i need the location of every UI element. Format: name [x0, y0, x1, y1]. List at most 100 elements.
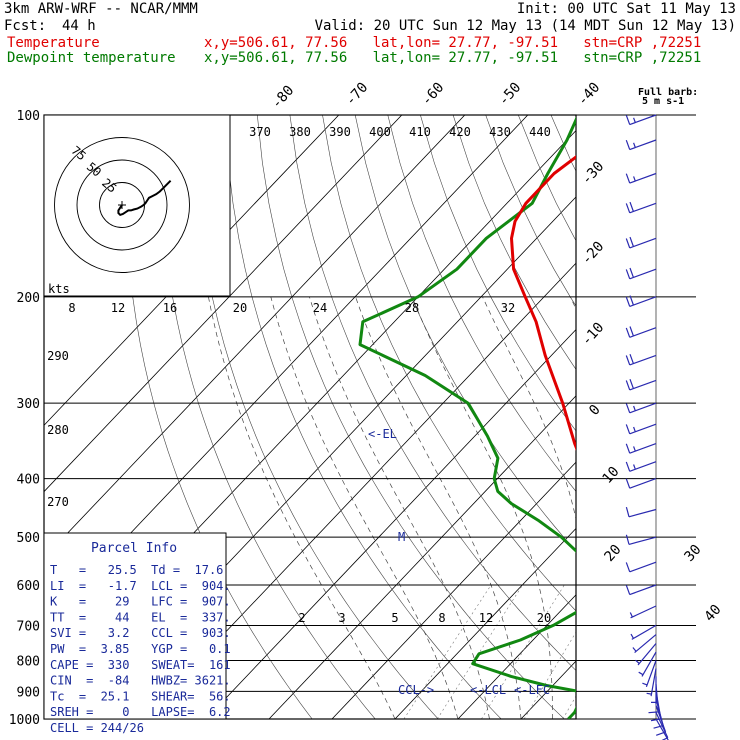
hodograph-trace [117, 179, 172, 217]
barb-legend-units: 5 m s-1 [642, 96, 684, 107]
isotherm-line [44, 115, 340, 426]
dry-adiabat-line [420, 115, 576, 432]
dry-adiabat-line [191, 115, 439, 719]
dry-adiabat-line [224, 115, 502, 719]
dry-adiabat-line [158, 115, 376, 719]
parcel-info-row: CIN = -84 HWBZ= 3621. [50, 674, 231, 688]
wind-barb [625, 461, 657, 472]
pressure-tick-label: 300 [17, 397, 40, 412]
wind-barb [625, 402, 657, 414]
moist-adiabat-line [647, 297, 689, 719]
m-marker: M [398, 530, 405, 544]
hodograph-speed-label: 8 [68, 301, 75, 315]
hodograph-ring [76, 159, 168, 251]
isotherm-label: -70 [343, 80, 372, 110]
mixing-ratio-line [523, 631, 576, 719]
hodograph-speed-label: 28 [405, 301, 419, 315]
pressure-tick-label: 600 [17, 579, 40, 594]
hodograph-speed-label: 20 [233, 301, 247, 315]
valid-time: Valid: 20 UTC Sun 12 May 13 (14 MDT Sun … [314, 18, 736, 34]
isotherm-line [710, 115, 740, 719]
isotherm-label: 20 [601, 542, 624, 565]
model-title: 3km ARW-WRF -- NCAR/MMM [4, 1, 198, 17]
moist-adiabat-line [482, 296, 576, 521]
hodograph-ring [54, 137, 190, 273]
forecast-hours: 44 h [62, 18, 96, 34]
hodograph-box [43, 114, 231, 297]
isotherm-line [457, 594, 576, 719]
mixing-ratio-line [481, 584, 565, 719]
hodograph-speed-label: 16 [163, 301, 177, 315]
wind-barb [646, 668, 657, 697]
mixing-ratio-line [614, 585, 689, 719]
parcel-info-panel [43, 532, 227, 720]
isotherm-line [394, 527, 576, 719]
isotherm-label: -30 [579, 159, 608, 189]
moist-adiabat-line [679, 297, 740, 719]
wind-barb [625, 443, 657, 454]
temperature-location: x,y=506.61, 77.56 lat,lon= 27.77, -97.51… [204, 35, 702, 51]
wind-barb [625, 172, 657, 184]
wind-barb [638, 651, 657, 677]
lfc-marker: <-LFC [514, 683, 550, 697]
temperature-legend: Temperature [7, 35, 100, 51]
wind-barb [625, 326, 657, 338]
wind-barb [625, 267, 657, 280]
mixing-ratio-label: 5 [391, 611, 398, 625]
parcel-info-row: PW = 3.85 YGP = 0.1 [50, 642, 231, 656]
wind-barb [625, 561, 657, 573]
dry-adiabat-line [550, 115, 576, 172]
wind-barb [632, 634, 657, 654]
theta-e-label: 420 [449, 125, 471, 139]
wind-barb [625, 201, 657, 214]
hodograph-speed-label: 32 [501, 301, 515, 315]
parcel-info-row: Tc = 25.1 SHEAR= 56. [50, 689, 231, 703]
isotherm-label: 40 [701, 602, 724, 625]
theta-e-label: 400 [369, 125, 391, 139]
pressure-tick-label: 100 [17, 109, 40, 124]
barb-legend-title: Full barb: [638, 87, 698, 98]
thermodynamic-guide-lines [44, 115, 740, 719]
dry-adiabat-line [649, 115, 740, 719]
moist-adiabat-line [411, 296, 553, 719]
forecast-label: Fcst: [4, 18, 47, 34]
wind-barbs: Full barb:5 m s-1 [625, 87, 698, 740]
moist-adiabat-line [569, 296, 576, 310]
plot-frame [43, 114, 577, 720]
moist-adiabat-line [208, 296, 396, 719]
isotherm-line [205, 328, 576, 719]
pressure-tick-label: 1000 [9, 713, 40, 728]
moist-adiabat-line [270, 296, 459, 719]
pressure-tick-label: 200 [17, 291, 40, 306]
wind-barb [625, 534, 657, 545]
isotherm-line [647, 115, 740, 719]
parcel-info-title: Parcel Info [91, 541, 177, 556]
parcel-info-row: SVI = 3.2 CCL = 903. [50, 626, 231, 640]
sounding-profiles [358, 116, 576, 719]
theta-e-label: 410 [409, 125, 431, 139]
isotherm-label: -20 [579, 239, 608, 269]
isotherm-line [44, 115, 403, 493]
hodograph-units-label: kts [48, 282, 70, 296]
theta-label: 270 [47, 495, 69, 509]
dewpoint-profile [358, 116, 576, 719]
dry-adiabat-line [257, 115, 565, 719]
isotherm-line [331, 461, 576, 719]
wind-barb [625, 353, 657, 366]
temperature-profile [510, 155, 576, 451]
wind-barb [655, 718, 669, 740]
wind-barb [625, 378, 657, 391]
hodograph-speed-label: 12 [111, 301, 125, 315]
parcel-info-row: CAPE = 330 SWEAT= 161 [50, 658, 231, 672]
parcel-info-row: K = 29 LFC = 907. [50, 595, 231, 609]
wind-barb [630, 624, 657, 640]
isotherm-label: 10 [599, 464, 622, 487]
moist-adiabat-line [309, 296, 490, 719]
wind-barb [625, 478, 657, 489]
parcel-info-row: SREH = 0 LAPSE= 6.2 [50, 705, 231, 719]
dry-adiabat-line [452, 115, 576, 370]
wind-barb [629, 605, 657, 619]
pressure-tick-label: 900 [17, 685, 40, 700]
